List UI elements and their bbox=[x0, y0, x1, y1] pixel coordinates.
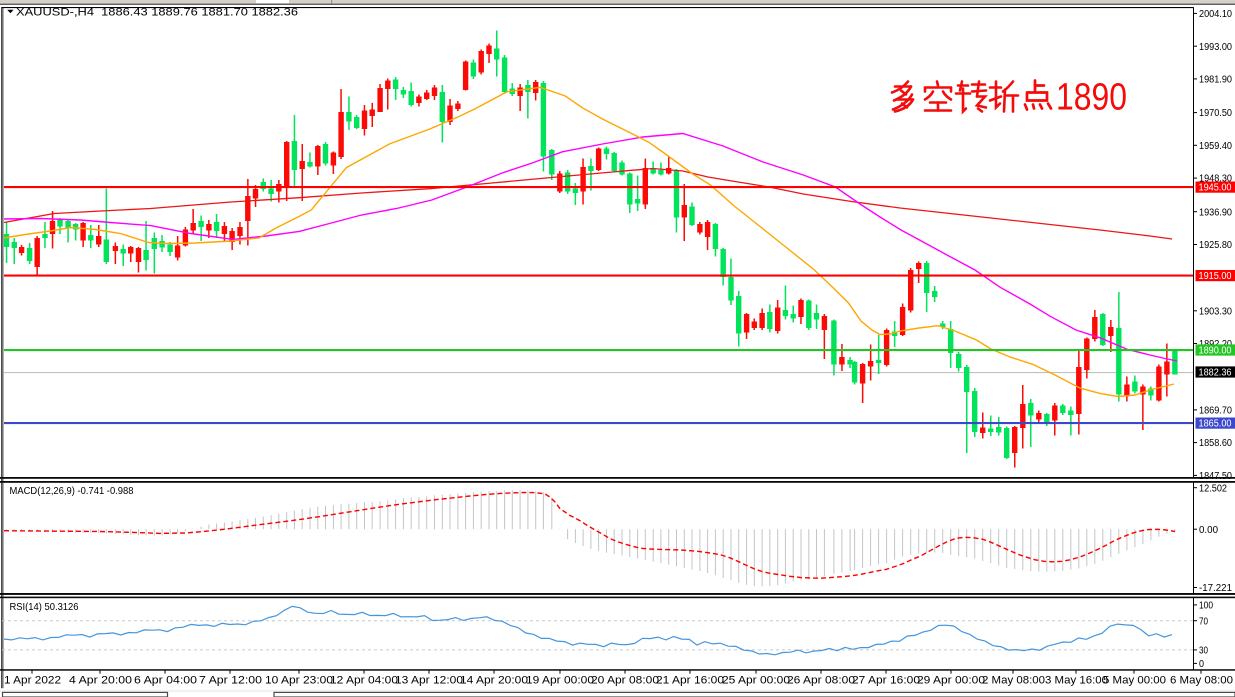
svg-text:1936.90: 1936.90 bbox=[1199, 207, 1232, 218]
svg-text:1945.00: 1945.00 bbox=[1199, 183, 1232, 194]
svg-text:1981.90: 1981.90 bbox=[1199, 75, 1232, 86]
svg-text:RSI(14) 50.3126: RSI(14) 50.3126 bbox=[10, 601, 79, 613]
svg-text:25 Apr 00:00: 25 Apr 00:00 bbox=[722, 674, 790, 686]
svg-text:12 Apr 04:00: 12 Apr 04:00 bbox=[330, 674, 398, 686]
svg-text:1970.50: 1970.50 bbox=[1199, 108, 1232, 119]
svg-text:1882.36: 1882.36 bbox=[1199, 368, 1232, 379]
svg-text:1847.50: 1847.50 bbox=[1199, 471, 1232, 482]
svg-text:12.502: 12.502 bbox=[1199, 483, 1227, 494]
svg-text:1959.40: 1959.40 bbox=[1199, 141, 1232, 152]
svg-text:1915.00: 1915.00 bbox=[1199, 271, 1232, 282]
svg-text:-17.221: -17.221 bbox=[1199, 583, 1232, 594]
svg-text:3 May 16:00: 3 May 16:00 bbox=[1045, 674, 1108, 686]
svg-text:1 Apr 2022: 1 Apr 2022 bbox=[4, 674, 61, 686]
svg-text:0.00: 0.00 bbox=[1199, 525, 1218, 536]
svg-text:MACD(12,26,9) -0.741 -0.988: MACD(12,26,9) -0.741 -0.988 bbox=[10, 485, 134, 497]
svg-text:1925.80: 1925.80 bbox=[1199, 240, 1232, 251]
svg-text:1890.00: 1890.00 bbox=[1199, 346, 1232, 357]
svg-text:0: 0 bbox=[1199, 659, 1204, 670]
svg-text:1993.00: 1993.00 bbox=[1199, 42, 1232, 53]
svg-text:XAUUSD-,H4 1886.43 1889.76 18: XAUUSD-,H4 1886.43 1889.76 1881.70 1882.… bbox=[16, 7, 298, 19]
svg-text:1948.30: 1948.30 bbox=[1199, 174, 1232, 185]
svg-text:5 May 00:00: 5 May 00:00 bbox=[1103, 674, 1166, 686]
svg-text:2 May 08:00: 2 May 08:00 bbox=[982, 674, 1045, 686]
svg-text:19 Apr 00:00: 19 Apr 00:00 bbox=[526, 674, 594, 686]
svg-text:20 Apr 08:00: 20 Apr 08:00 bbox=[591, 674, 659, 686]
svg-text:14 Apr 20:00: 14 Apr 20:00 bbox=[460, 674, 528, 686]
svg-text:7 Apr 12:00: 7 Apr 12:00 bbox=[199, 674, 262, 686]
svg-text:13 Apr 12:00: 13 Apr 12:00 bbox=[395, 674, 463, 686]
svg-text:1865.00: 1865.00 bbox=[1199, 419, 1232, 430]
svg-text:27 Apr 16:00: 27 Apr 16:00 bbox=[852, 674, 920, 686]
svg-text:30: 30 bbox=[1199, 646, 1208, 657]
svg-text:6 Apr 04:00: 6 Apr 04:00 bbox=[134, 674, 197, 686]
svg-text:100: 100 bbox=[1199, 601, 1213, 612]
svg-text:70: 70 bbox=[1199, 616, 1208, 627]
svg-text:4 Apr 20:00: 4 Apr 20:00 bbox=[69, 674, 132, 686]
svg-text:1890: 1890 bbox=[1056, 77, 1127, 119]
svg-text:29 Apr 00:00: 29 Apr 00:00 bbox=[917, 674, 985, 686]
svg-text:10 Apr 23:00: 10 Apr 23:00 bbox=[265, 674, 333, 686]
svg-text:2004.10: 2004.10 bbox=[1199, 9, 1232, 20]
svg-text:1869.70: 1869.70 bbox=[1199, 406, 1232, 417]
svg-text:6 May 08:00: 6 May 08:00 bbox=[1170, 674, 1233, 686]
svg-text:1858.60: 1858.60 bbox=[1199, 438, 1232, 449]
svg-text:26 Apr 08:00: 26 Apr 08:00 bbox=[787, 674, 855, 686]
svg-text:21 Apr 16:00: 21 Apr 16:00 bbox=[656, 674, 724, 686]
svg-text:1903.30: 1903.30 bbox=[1199, 306, 1232, 317]
